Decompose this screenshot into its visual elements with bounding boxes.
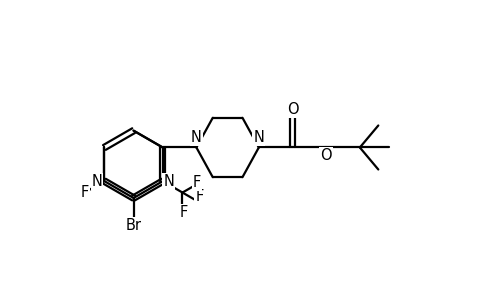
Text: F: F (81, 185, 89, 200)
Text: N: N (191, 130, 202, 145)
Text: N: N (91, 174, 103, 189)
Text: F: F (193, 175, 201, 190)
Text: F: F (195, 189, 204, 204)
Text: F: F (179, 205, 188, 220)
Text: N: N (253, 130, 264, 145)
Text: Br: Br (126, 218, 141, 233)
Text: N: N (163, 174, 174, 189)
Text: O: O (287, 102, 299, 117)
Text: O: O (320, 148, 332, 163)
